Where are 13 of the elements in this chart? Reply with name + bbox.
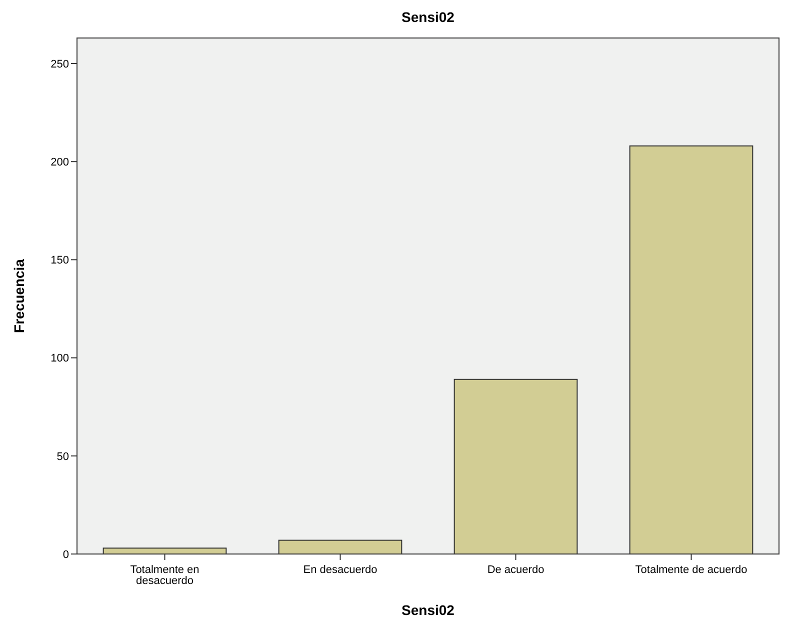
y-tick-label: 0 — [62, 548, 69, 561]
x-tick-label: En desacuerdo — [303, 564, 378, 576]
y-tick-label: 150 — [50, 254, 69, 267]
x-tick-label: Totalmente de acuerdo — [635, 564, 748, 576]
y-tick-label: 50 — [56, 450, 69, 463]
y-tick-label: 100 — [50, 352, 69, 365]
y-tick-label: 250 — [50, 58, 69, 70]
y-tick-label: 200 — [50, 156, 69, 168]
x-tick-label: Totalmente en desacuerdo — [130, 564, 200, 587]
x-tick-label: De acuerdo — [487, 564, 544, 576]
x-axis-title: Sensi02 — [402, 602, 455, 618]
chart-title: Sensi02 — [402, 9, 455, 25]
y-axis-title: Frecuencia — [11, 258, 27, 333]
